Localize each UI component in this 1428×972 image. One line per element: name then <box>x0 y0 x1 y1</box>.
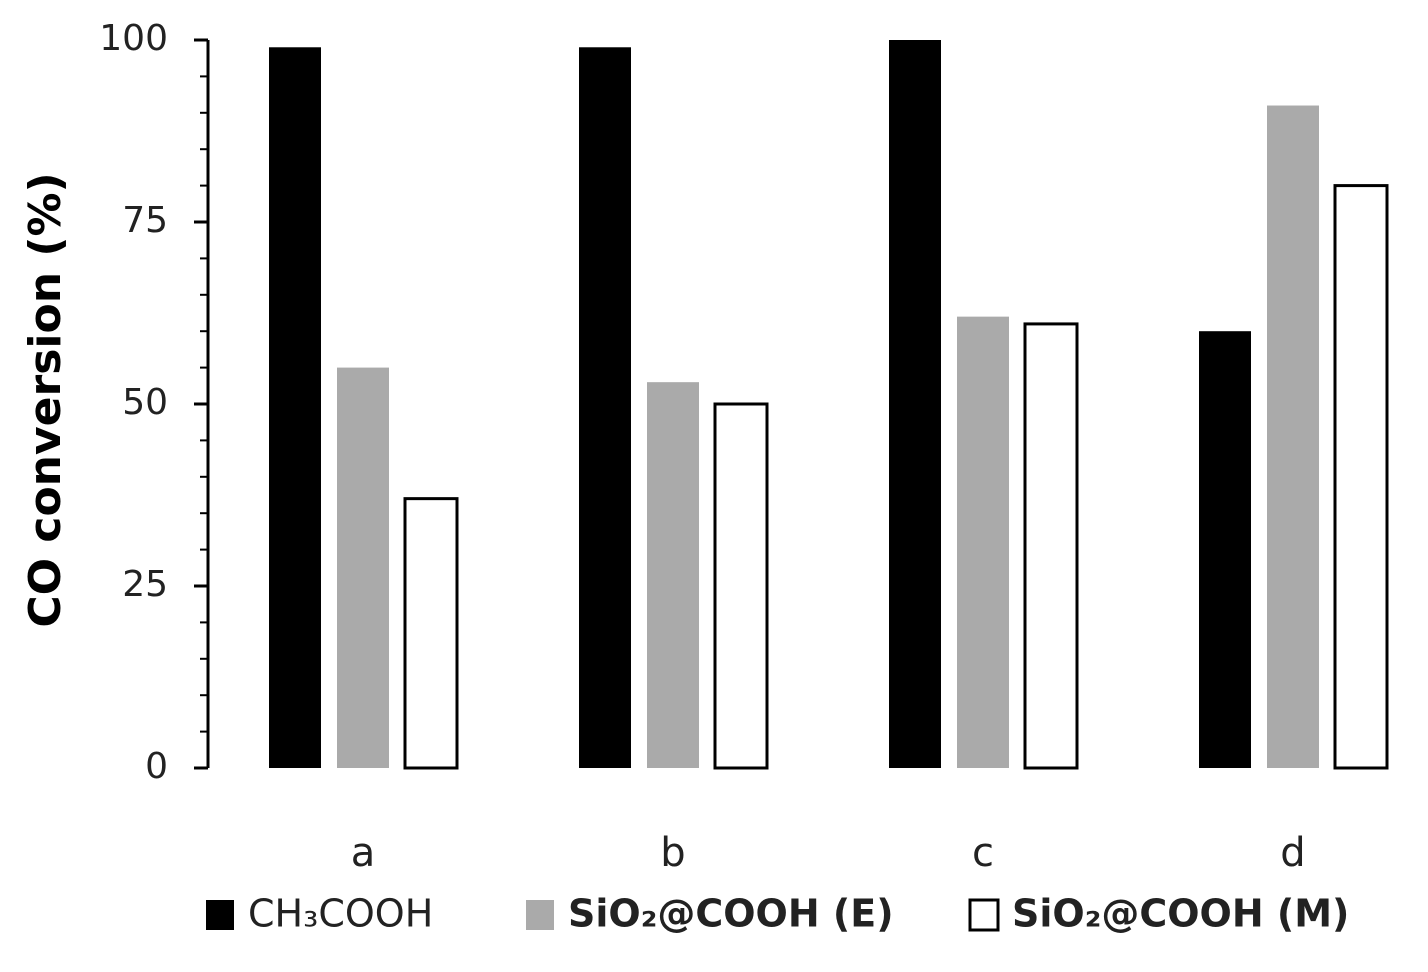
y-tick-label: 0 <box>145 746 168 787</box>
bar <box>713 402 769 770</box>
y-tick-label: 50 <box>122 382 168 423</box>
legend-label: SiO₂@COOH (E) <box>568 892 894 936</box>
x-tick-label: b <box>660 830 685 876</box>
y-tick-label: 75 <box>122 200 168 241</box>
bar <box>337 367 389 768</box>
bar <box>1267 105 1319 768</box>
legend-label: CH₃COOH <box>248 892 433 936</box>
bar <box>889 40 941 768</box>
y-axis-title: CO conversion (%) <box>20 172 71 627</box>
legend-swatch <box>968 898 1000 932</box>
bar <box>579 47 631 768</box>
x-tick-label: c <box>972 830 994 876</box>
bar <box>403 497 459 770</box>
bar <box>1333 184 1389 770</box>
y-tick-label: 25 <box>122 564 168 605</box>
bar <box>957 316 1009 768</box>
legend-label: SiO₂@COOH (M) <box>1012 892 1349 936</box>
legend-swatch <box>526 900 554 930</box>
y-tick-label: 100 <box>99 18 168 59</box>
legend-swatch <box>206 900 234 930</box>
x-tick-label: a <box>351 830 376 876</box>
bar <box>269 47 321 768</box>
bar <box>1023 322 1079 770</box>
bar <box>1199 331 1251 768</box>
x-tick-label: d <box>1280 830 1305 876</box>
bar <box>647 382 699 768</box>
